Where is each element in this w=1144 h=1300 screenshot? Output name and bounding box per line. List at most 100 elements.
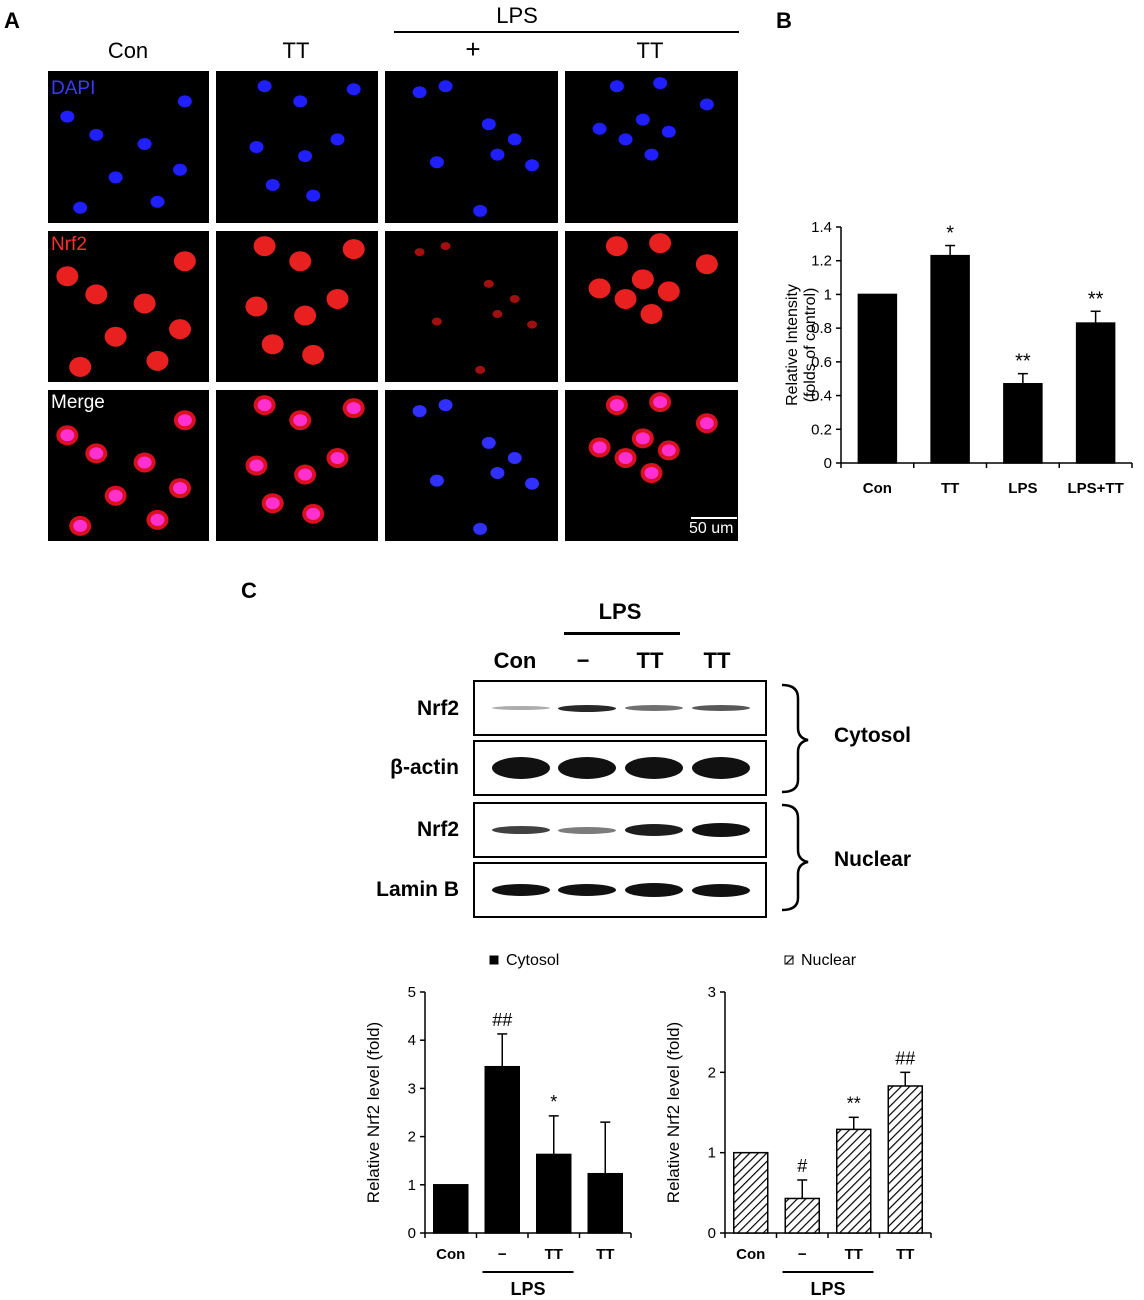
- blot-band: [625, 705, 683, 711]
- blot-row-label-actin: β-actin: [390, 756, 459, 779]
- blot-strip-nrf2-cyto: [473, 680, 767, 736]
- blot-strip-laminb: [473, 862, 767, 918]
- y-tick-label: 0.2: [811, 421, 832, 438]
- y-tick-label: 0: [824, 455, 832, 472]
- panel-a-letter: A: [4, 8, 20, 33]
- significance-label: ##: [492, 1010, 512, 1030]
- y-axis-label: Relative Intensity: [784, 284, 801, 406]
- blot-lps-line: [564, 632, 680, 635]
- significance-label: **: [847, 1093, 861, 1113]
- blot-band: [558, 757, 616, 779]
- category-label: TT: [596, 1246, 614, 1263]
- blot-band: [625, 824, 683, 836]
- blot-band: [625, 883, 683, 897]
- category-label: LPS: [1008, 480, 1037, 497]
- blot-band: [692, 757, 750, 779]
- blot-band: [692, 823, 750, 837]
- bar: [1075, 322, 1116, 464]
- scale-bar: [691, 517, 737, 519]
- bar: [784, 1197, 820, 1234]
- category-label: TT: [845, 1246, 863, 1263]
- category-label: Con: [736, 1246, 765, 1263]
- micro-tile-merge-4: [565, 390, 738, 541]
- lps-group-label: LPS: [510, 1279, 545, 1295]
- cytosol-brace: [781, 683, 809, 794]
- y-tick-label: 5: [408, 984, 416, 1001]
- y-tick-label: 0.8: [811, 320, 832, 337]
- blot-band: [625, 757, 683, 779]
- category-label: LPS+TT: [1067, 480, 1123, 497]
- legend-label: Cytosol: [506, 952, 559, 969]
- micro-tile-merge-1: [48, 390, 209, 541]
- category-label: Con: [436, 1246, 465, 1263]
- blot-band: [492, 706, 550, 710]
- lane-label-tt1: TT: [636, 648, 664, 673]
- blot-strip-nrf2-nuc: [473, 802, 767, 858]
- lane-label-con: Con: [493, 648, 537, 673]
- row-label-nrf2: Nrf2: [51, 234, 87, 255]
- bar: [536, 1153, 572, 1234]
- significance-label: **: [1088, 288, 1104, 310]
- y-tick-label: 4: [408, 1032, 416, 1049]
- y-tick-label: 1: [708, 1145, 716, 1162]
- y-tick-label: 1.4: [811, 219, 832, 236]
- col-label-tt: TT: [282, 38, 310, 63]
- blot-band: [692, 705, 750, 711]
- micro-tile-dapi-4: [565, 71, 738, 223]
- panel-b-letter: B: [776, 8, 792, 33]
- lps-group-label: LPS: [810, 1279, 845, 1295]
- significance-label: #: [797, 1156, 807, 1176]
- panel-c-letter: C: [241, 578, 257, 603]
- blot-strip-actin: [473, 740, 767, 796]
- blot-band: [558, 826, 616, 834]
- y-tick-label: 0.4: [811, 388, 832, 405]
- y-axis-label: Relative Nrf2 level (fold): [364, 1022, 383, 1203]
- bar: [930, 254, 970, 464]
- y-tick-label: 1.2: [811, 253, 832, 270]
- category-label: TT: [941, 480, 959, 497]
- y-tick-label: 2: [408, 1129, 416, 1146]
- bar: [733, 1151, 769, 1234]
- legend-label: Nuclear: [801, 952, 857, 969]
- category-label: −: [798, 1246, 807, 1263]
- bar: [836, 1128, 872, 1234]
- blot-band: [492, 757, 550, 779]
- col-label-con: Con: [107, 38, 149, 63]
- significance-label: *: [550, 1092, 557, 1112]
- legend-swatch: [784, 955, 794, 965]
- micro-tile-dapi-1: [48, 71, 209, 223]
- lane-label-minus: −: [576, 648, 590, 673]
- blot-band: [558, 704, 616, 712]
- category-label: TT: [545, 1246, 563, 1263]
- y-tick-label: 3: [408, 1080, 416, 1097]
- lps-group-label: LPS: [496, 3, 538, 28]
- category-label: Con: [863, 480, 892, 497]
- blot-row-label-nrf2-nuc: Nrf2: [416, 818, 459, 841]
- blot-band: [558, 884, 616, 896]
- y-tick-label: 0: [708, 1225, 716, 1242]
- bar: [484, 1065, 520, 1234]
- y-tick-label: 1: [824, 286, 832, 303]
- bar: [887, 1085, 923, 1234]
- category-label: TT: [896, 1246, 914, 1263]
- y-tick-label: 0.6: [811, 354, 832, 371]
- lps-group-line: [394, 31, 739, 33]
- significance-label: ##: [895, 1048, 915, 1068]
- bar: [587, 1172, 623, 1234]
- blot-row-label-laminb: Lamin B: [376, 878, 459, 901]
- legend-swatch: [489, 955, 499, 965]
- significance-label: **: [1015, 351, 1031, 373]
- y-tick-label: 2: [708, 1064, 716, 1081]
- y-tick-label: 3: [708, 984, 716, 1001]
- scale-bar-label: 50 um: [689, 520, 734, 537]
- y-axis-label: Relative Nrf2 level (fold): [664, 1022, 683, 1203]
- blot-row-label-nrf2-cyto: Nrf2: [416, 697, 459, 720]
- micro-tile-nrf2-3: [385, 231, 558, 382]
- bar: [1003, 383, 1043, 464]
- row-label-dapi: DAPI: [51, 78, 96, 99]
- category-label: −: [498, 1246, 507, 1263]
- y-axis-label: (folds of control): [802, 288, 819, 403]
- chart-b: 0 0.2 0.4 0.6 0.8 1 1.2 1.4 Con * TT ** LPS ** LPS+TT R…: [784, 219, 1133, 497]
- col-label-plus: +: [465, 34, 481, 64]
- row-label-merge: Merge: [51, 392, 105, 413]
